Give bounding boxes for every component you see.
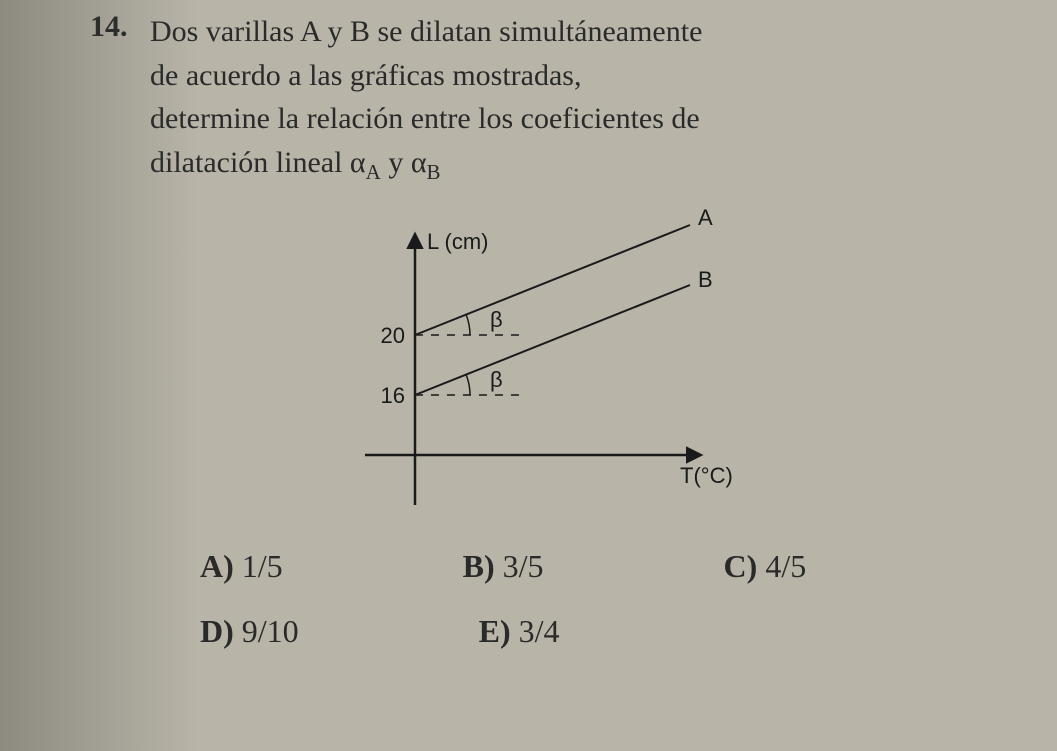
option-c-value: 4/5 bbox=[765, 548, 806, 584]
page: 14. Dos varillas A y B se dilatan simult… bbox=[0, 0, 1057, 751]
svg-text:B: B bbox=[698, 267, 713, 292]
question-number: 14. bbox=[90, 10, 146, 44]
question-line4-part1: dilatación lineal α bbox=[150, 146, 366, 179]
option-c[interactable]: C) 4/5 bbox=[724, 548, 807, 585]
svg-text:β: β bbox=[490, 307, 503, 332]
option-a-label: A) bbox=[200, 548, 234, 584]
question-text: Dos varillas A y B se dilatan simultánea… bbox=[150, 10, 980, 187]
svg-text:T(°C): T(°C) bbox=[680, 463, 733, 488]
option-e[interactable]: E) 3/4 bbox=[479, 613, 560, 650]
question-line2: de acuerdo a las gráficas mostradas, bbox=[150, 59, 581, 92]
question-line1: Dos varillas A y B se dilatan simultánea… bbox=[150, 15, 702, 48]
options-row-2: D) 9/10 E) 3/4 bbox=[200, 613, 1017, 650]
options-row-1: A) 1/5 B) 3/5 C) 4/5 bbox=[200, 548, 1017, 585]
svg-text:β: β bbox=[490, 367, 503, 392]
question-y-word: y α bbox=[381, 146, 427, 179]
option-d[interactable]: D) 9/10 bbox=[200, 613, 299, 650]
question-line3: determine la relación entre los coeficie… bbox=[150, 102, 700, 135]
option-b-value: 3/5 bbox=[503, 548, 544, 584]
option-a[interactable]: A) 1/5 bbox=[200, 548, 283, 585]
svg-text:20: 20 bbox=[381, 323, 405, 348]
option-b-label: B) bbox=[463, 548, 495, 584]
option-e-value: 3/4 bbox=[519, 613, 560, 649]
svg-text:A: A bbox=[698, 205, 713, 230]
option-d-value: 9/10 bbox=[242, 613, 299, 649]
question-block: 14. Dos varillas A y B se dilatan simult… bbox=[90, 10, 1017, 187]
alpha-b-sub: B bbox=[427, 160, 441, 184]
svg-text:L (cm): L (cm) bbox=[427, 229, 489, 254]
chart-container: L (cm) T(°C) 16 20 β Aβ B bbox=[320, 205, 1017, 530]
dilation-chart: L (cm) T(°C) 16 20 β Aβ B bbox=[320, 205, 740, 525]
option-a-value: 1/5 bbox=[242, 548, 283, 584]
options-block: A) 1/5 B) 3/5 C) 4/5 D) 9/10 E) 3/4 bbox=[200, 548, 1017, 650]
alpha-a-sub: A bbox=[366, 160, 381, 184]
option-e-label: E) bbox=[479, 613, 511, 649]
option-c-label: C) bbox=[724, 548, 758, 584]
option-d-label: D) bbox=[200, 613, 234, 649]
option-b[interactable]: B) 3/5 bbox=[463, 548, 544, 585]
svg-text:16: 16 bbox=[381, 383, 405, 408]
